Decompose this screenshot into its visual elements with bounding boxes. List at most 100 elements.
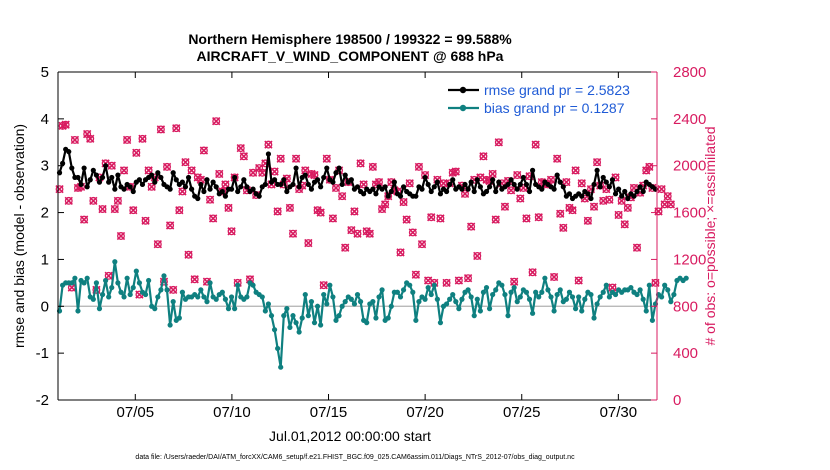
obs-possible-marker — [319, 281, 328, 290]
obs-assimilated-marker — [273, 207, 282, 216]
bias-point — [112, 259, 118, 265]
obs-assimilated-marker — [187, 166, 196, 175]
bias-point — [204, 299, 210, 305]
obs-assimilated-marker — [328, 214, 338, 223]
obs-possible-marker — [427, 213, 436, 222]
obs-assimilated-marker — [248, 168, 258, 177]
obs-possible-marker — [264, 140, 273, 149]
obs-assimilated-marker — [116, 231, 126, 241]
obs-assimilated-marker — [574, 276, 583, 285]
obs-possible-marker — [153, 240, 162, 249]
obs-assimilated-marker — [291, 154, 301, 163]
obs-possible-marker — [365, 229, 374, 238]
rmse-point — [511, 181, 517, 188]
obs-possible-marker — [479, 152, 488, 161]
rmse-point — [281, 177, 287, 183]
y-tick-label-left: 0 — [41, 298, 49, 315]
obs-possible-marker — [227, 227, 236, 236]
obs-assimilated-marker — [380, 200, 390, 209]
rmse-point — [96, 179, 103, 185]
bias-point — [557, 287, 563, 293]
rmse-point — [622, 188, 628, 195]
obs-possible-marker — [61, 120, 70, 129]
obs-assimilated-marker — [129, 206, 138, 215]
obs-possible-marker — [322, 154, 331, 163]
obs-possible-marker — [651, 278, 660, 287]
bias-point — [370, 299, 376, 305]
bias-point — [447, 296, 453, 302]
rmse-point — [514, 186, 520, 192]
rmse-point — [585, 191, 591, 197]
bias-point — [443, 301, 450, 307]
obs-possible-marker — [341, 243, 350, 252]
rmse-point — [437, 191, 444, 197]
obs-possible-marker — [666, 200, 675, 209]
x-tick-label: 07/20 — [406, 404, 444, 421]
rmse-point — [271, 177, 278, 183]
y-tick-label-right: 400 — [673, 345, 698, 362]
obs-assimilated-marker — [553, 154, 562, 163]
bias-point — [379, 287, 385, 293]
y-tick-label-left: -2 — [36, 392, 49, 409]
bias-point — [385, 315, 391, 321]
obs-possible-marker — [285, 203, 294, 212]
obs-possible-marker — [328, 214, 337, 223]
rmse-point — [597, 184, 603, 190]
obs-assimilated-marker — [427, 213, 436, 222]
obs-assimilated-marker — [466, 222, 476, 231]
bias-point — [597, 294, 603, 300]
bias-point — [265, 301, 272, 307]
bias-point — [213, 296, 219, 302]
obs-assimilated-marker — [184, 250, 193, 259]
bias-point — [517, 294, 523, 300]
obs-assimilated-marker — [473, 251, 482, 261]
bias-point — [434, 296, 440, 302]
bias-point — [480, 289, 487, 295]
rmse-point — [606, 184, 612, 190]
obs-possible-marker — [381, 200, 390, 209]
bias-point — [579, 308, 585, 314]
bias-point — [268, 313, 275, 319]
bias-point — [179, 289, 186, 295]
obs-assimilated-marker — [556, 209, 565, 218]
obs-assimilated-marker — [568, 206, 577, 215]
rmse-point — [490, 177, 496, 183]
y-tick-label-left: 2 — [41, 205, 49, 222]
obs-assimilated-marker — [479, 152, 488, 161]
bias-point — [333, 317, 339, 323]
x-tick-label: 07/05 — [117, 404, 155, 421]
obs-assimilated-marker — [113, 196, 123, 206]
obs-assimilated-marker — [205, 195, 215, 204]
bias-point — [456, 306, 462, 312]
obs-assimilated-marker — [110, 204, 119, 214]
rmse-point — [373, 191, 379, 197]
obs-assimilated-marker — [589, 202, 599, 211]
bias-point — [152, 306, 158, 312]
obs-possible-marker — [236, 144, 245, 153]
bias-point — [490, 291, 496, 298]
bias-point — [364, 320, 370, 326]
rmse-point — [81, 165, 87, 171]
obs-assimilated-marker — [516, 194, 525, 203]
y-tick-label-right: 2000 — [673, 158, 706, 175]
rmse-point — [496, 179, 502, 185]
rmse-point — [354, 184, 361, 190]
bias-point — [90, 296, 96, 302]
bias-point — [649, 317, 655, 323]
obs-assimilated-marker — [583, 216, 593, 225]
rmse-point — [139, 181, 146, 188]
bias-point — [394, 289, 401, 295]
obs-assimilated-marker — [559, 223, 568, 232]
rmse-point — [106, 179, 112, 185]
y-tick-label-right: 2800 — [673, 64, 706, 81]
x-tick-label: 07/15 — [310, 404, 348, 421]
legend-bias-marker — [459, 104, 467, 112]
y-tick-label-left: 1 — [41, 251, 49, 268]
bias-point — [539, 289, 545, 295]
bias-point — [471, 313, 477, 319]
y-tick-label-right: 2400 — [673, 111, 706, 128]
bias-point — [99, 291, 106, 298]
rmse-point — [579, 193, 585, 199]
bias-point — [668, 299, 674, 305]
rmse-point — [434, 179, 440, 185]
